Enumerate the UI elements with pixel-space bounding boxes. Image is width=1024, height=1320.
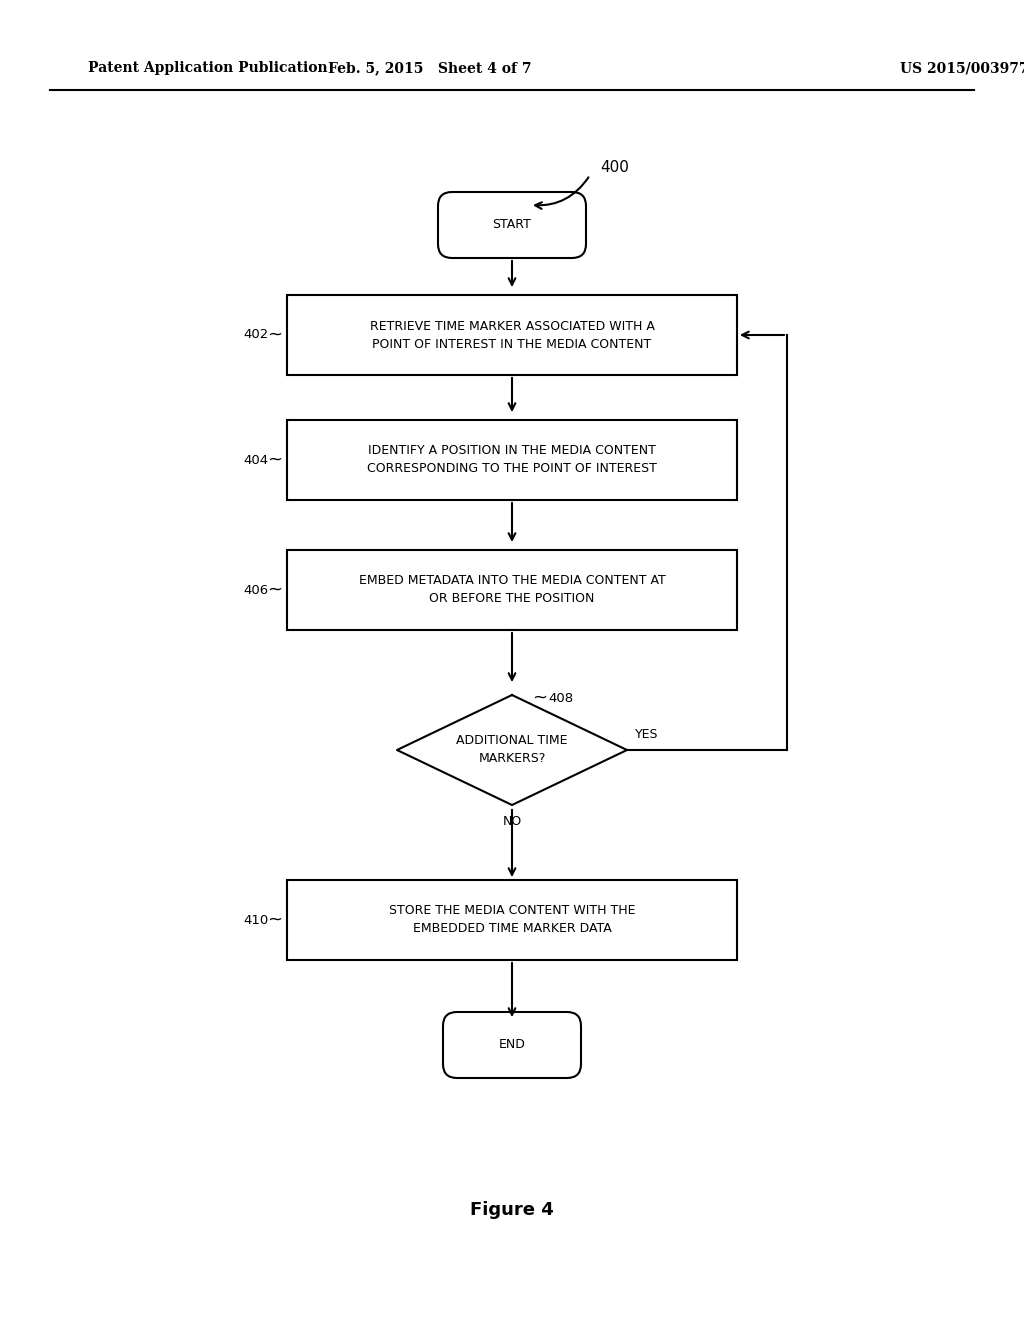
Text: END: END bbox=[499, 1039, 525, 1052]
Text: 410: 410 bbox=[244, 913, 269, 927]
Text: 408: 408 bbox=[548, 692, 573, 705]
Text: START: START bbox=[493, 219, 531, 231]
Text: US 2015/0039778 A1: US 2015/0039778 A1 bbox=[900, 61, 1024, 75]
Text: ~: ~ bbox=[267, 451, 282, 469]
Text: ADDITIONAL TIME
MARKERS?: ADDITIONAL TIME MARKERS? bbox=[457, 734, 567, 766]
Text: ~: ~ bbox=[532, 689, 547, 708]
Text: NO: NO bbox=[503, 814, 521, 828]
Bar bbox=[287, 880, 737, 960]
Text: YES: YES bbox=[635, 729, 658, 742]
Text: Figure 4: Figure 4 bbox=[470, 1201, 554, 1218]
Bar bbox=[287, 550, 737, 630]
FancyBboxPatch shape bbox=[438, 191, 586, 257]
Text: Patent Application Publication: Patent Application Publication bbox=[88, 61, 328, 75]
Text: Feb. 5, 2015   Sheet 4 of 7: Feb. 5, 2015 Sheet 4 of 7 bbox=[329, 61, 531, 75]
Text: ~: ~ bbox=[267, 581, 282, 599]
Text: 402: 402 bbox=[244, 329, 269, 342]
Text: 400: 400 bbox=[600, 161, 629, 176]
Bar bbox=[287, 420, 737, 500]
Text: IDENTIFY A POSITION IN THE MEDIA CONTENT
CORRESPONDING TO THE POINT OF INTEREST: IDENTIFY A POSITION IN THE MEDIA CONTENT… bbox=[367, 445, 657, 475]
Text: ~: ~ bbox=[267, 326, 282, 345]
Text: STORE THE MEDIA CONTENT WITH THE
EMBEDDED TIME MARKER DATA: STORE THE MEDIA CONTENT WITH THE EMBEDDE… bbox=[389, 904, 635, 936]
Text: RETRIEVE TIME MARKER ASSOCIATED WITH A
POINT OF INTEREST IN THE MEDIA CONTENT: RETRIEVE TIME MARKER ASSOCIATED WITH A P… bbox=[370, 319, 654, 351]
Text: 406: 406 bbox=[244, 583, 269, 597]
Text: ~: ~ bbox=[267, 911, 282, 929]
Bar bbox=[287, 294, 737, 375]
Text: EMBED METADATA INTO THE MEDIA CONTENT AT
OR BEFORE THE POSITION: EMBED METADATA INTO THE MEDIA CONTENT AT… bbox=[358, 574, 666, 606]
FancyBboxPatch shape bbox=[443, 1012, 581, 1078]
Polygon shape bbox=[397, 696, 627, 805]
Text: 404: 404 bbox=[244, 454, 269, 466]
